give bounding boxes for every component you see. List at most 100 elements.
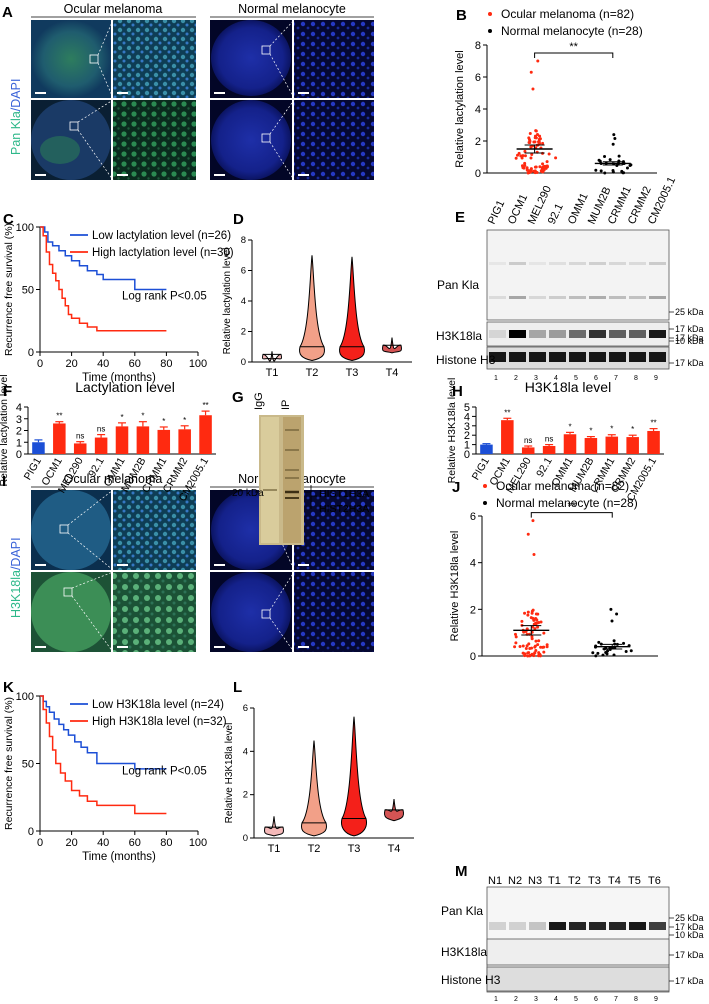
lane-labels: N1 N2 N3 T1 T2 T3 T4 T5 T6 [488,875,661,887]
y-tick-label: 50 [22,285,34,297]
band [509,330,526,338]
band [649,296,666,299]
lane-number: 4 [554,996,558,1003]
image-zoom-ocular-2 [113,572,196,652]
y-tick-label: 6 [241,266,246,277]
data-point [536,643,540,647]
panel-letter: H [452,383,463,400]
panel-letter: M [455,863,468,880]
lane-label: T4 [608,875,621,887]
band [649,922,666,930]
data-point [531,608,535,612]
x-tick-label: 100 [189,837,207,849]
bar [480,444,493,454]
bar [563,434,577,454]
marker-17kda-bot: 17 kDa [675,358,704,368]
significance-label: ns [97,425,105,434]
violin-shape [264,816,284,837]
bar [115,426,129,454]
band [529,262,546,265]
data-point [538,134,542,138]
data-point [538,653,542,657]
y-tick-label: 0 [28,347,34,359]
data-point [528,132,532,136]
bar [521,447,535,454]
data-point [513,645,517,649]
y-tick-label: 2 [470,604,476,616]
x-tick-label: T4 [386,367,399,379]
band [529,352,546,362]
x-tick-label: 100 [189,358,207,370]
panel-letter: C [3,211,14,228]
y-tick-label: 6 [243,703,248,714]
band [569,922,586,930]
chart-j-scatter: J 0 2 4 6 Relative H3K18la level Ocular melano… [449,479,658,663]
lane-number: 3 [534,996,538,1003]
legend-entry: Ocular melanoma (n=82) [501,7,634,21]
lane-number: 4 [554,375,558,382]
image-tma-ocular-1 [31,20,111,98]
data-point [537,639,541,643]
survival-curve [40,695,167,815]
row-label-pan-kla: Pan Kla [437,278,479,292]
lane-number: 5 [574,996,578,1003]
image-zoom-normal-1 [294,490,374,570]
row-label-h3k18la: H3K18la [436,329,482,343]
panel-a: A Ocular melanoma Normal melanocyte Pan … [2,2,374,181]
zoom-line [67,532,114,571]
lane-label: N3 [528,875,542,887]
tissue-core [31,572,111,652]
data-point [601,653,605,657]
band [529,922,546,930]
panel-letter: K [3,679,14,696]
lane-number: 6 [594,996,598,1003]
band [549,296,566,299]
data-point [535,133,539,137]
data-point [547,152,551,156]
data-point [596,651,600,655]
data-point [525,644,529,648]
data-point [523,149,527,153]
chart-title: Lactylation level [75,379,175,395]
gel-lane [283,417,301,543]
data-point [530,635,534,639]
band [529,296,546,299]
data-point [518,644,522,648]
annotation: Log rank P<0.05 [122,291,207,303]
y-tick-label: 4 [464,411,470,423]
y-tick-label: 0 [475,168,481,180]
data-point [537,651,541,655]
data-point [536,625,540,629]
data-point [629,163,633,167]
band [489,262,506,265]
zoom-box [63,587,73,597]
lane-label: T5 [628,875,641,887]
data-point [533,165,537,169]
svg-text:Pan Kla/DAPI: Pan Kla/DAPI [9,79,23,155]
lane-number: 5 [574,375,578,382]
data-point [514,156,518,160]
bar [584,438,598,454]
column-header-ocular: Ocular melanoma [64,2,163,16]
data-point [516,153,520,157]
data-point [612,653,616,657]
panel-letter: L [233,679,242,696]
panel-letter: I [2,473,6,490]
x-tick-label: 0 [37,358,43,370]
data-point [533,627,537,631]
lane-number: 8 [634,996,638,1003]
blot-bands [489,330,666,338]
band [629,330,646,338]
x-tick-label: T2 [308,843,321,855]
data-point [534,617,538,621]
lane-number: 8 [634,375,638,382]
lane-label: T6 [648,875,661,887]
image-zoom-normal-2 [294,572,374,652]
marker-17kda-bot: 17 kDa [675,976,704,986]
violin-shape [299,255,325,361]
x-tick-label: 80 [160,837,172,849]
marker-25kda: 25 kDa [675,307,704,317]
lane-number: 2 [514,375,518,382]
survival-curve [40,226,167,291]
panel-m: M N1 N2 N3 T1 T2 T3 T4 T5 T6 Pan Kla H3K18la His… [441,863,704,1003]
